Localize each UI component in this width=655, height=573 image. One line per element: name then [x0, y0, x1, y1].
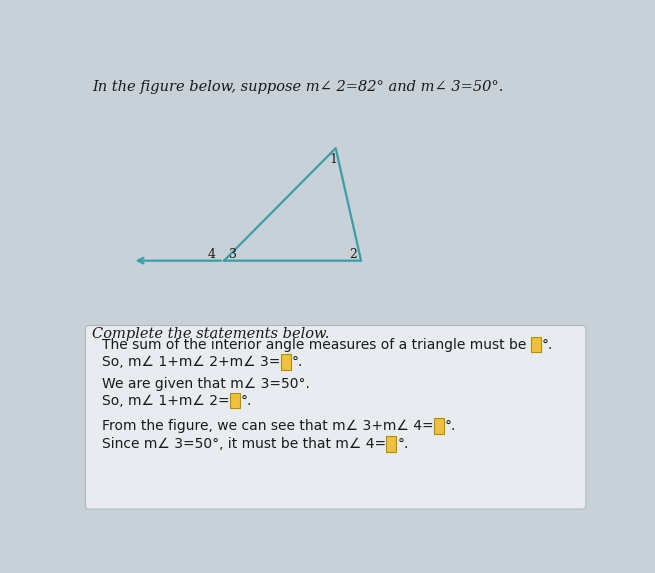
Text: The sum of the interior angle measures of a triangle must be: The sum of the interior angle measures o… — [102, 337, 531, 351]
Bar — [386, 436, 396, 452]
Text: We are given that m∠ 3=50°.: We are given that m∠ 3=50°. — [102, 377, 310, 391]
Text: 4: 4 — [208, 249, 215, 261]
Text: °.: °. — [445, 419, 457, 433]
Bar — [531, 336, 541, 352]
Text: In the figure below, suppose m∠ 2=82° and m∠ 3=50°.: In the figure below, suppose m∠ 2=82° an… — [92, 80, 504, 94]
Text: So, m∠ 1+m∠ 2=: So, m∠ 1+m∠ 2= — [102, 394, 230, 407]
Text: °.: °. — [291, 355, 303, 369]
FancyBboxPatch shape — [85, 325, 586, 509]
Text: 3: 3 — [229, 249, 237, 261]
Text: From the figure, we can see that m∠ 3+m∠ 4=: From the figure, we can see that m∠ 3+m∠… — [102, 419, 434, 433]
Bar — [280, 354, 291, 370]
Text: So, m∠ 1+m∠ 2+m∠ 3=: So, m∠ 1+m∠ 2+m∠ 3= — [102, 355, 280, 369]
Text: °.: °. — [241, 394, 252, 407]
Text: 1: 1 — [329, 153, 337, 166]
Text: °.: °. — [542, 337, 553, 351]
Bar — [434, 418, 444, 434]
Text: °.: °. — [398, 437, 409, 451]
Text: Since m∠ 3=50°, it must be that m∠ 4=: Since m∠ 3=50°, it must be that m∠ 4= — [102, 437, 386, 451]
Text: Complete the statements below.: Complete the statements below. — [92, 327, 329, 341]
Bar — [230, 393, 240, 409]
Text: 2: 2 — [350, 249, 358, 261]
